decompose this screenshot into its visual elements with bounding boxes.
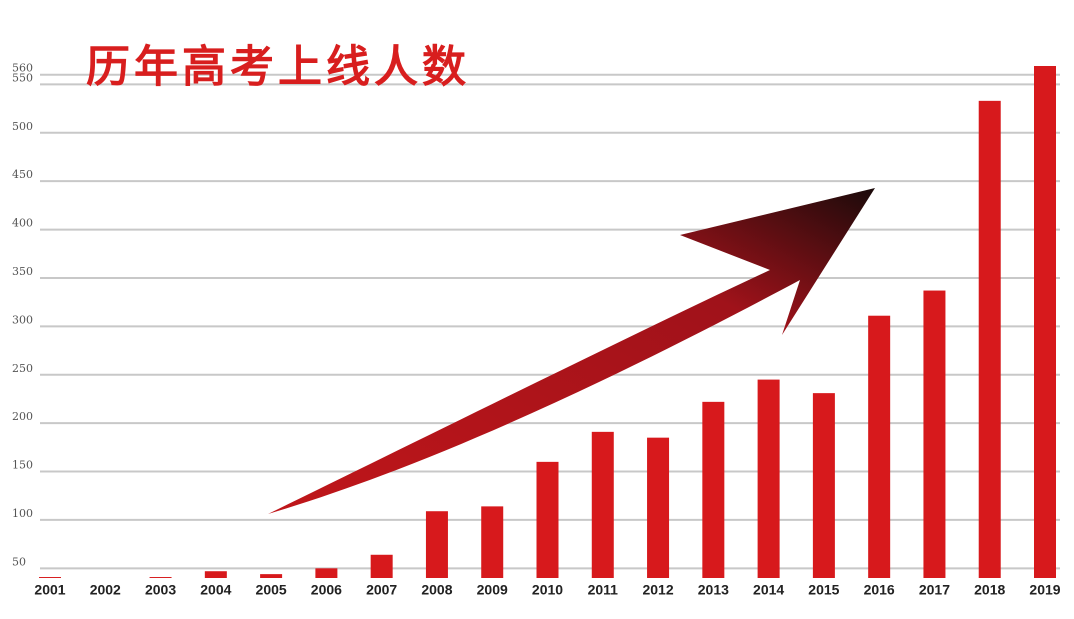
- y-tick-label: 250: [12, 362, 33, 375]
- bar: [370, 554, 393, 578]
- x-tick-label: 2008: [421, 582, 452, 598]
- x-tick-label: 2003: [145, 582, 176, 598]
- bar: [481, 506, 504, 578]
- bar: [149, 577, 172, 578]
- x-tick-label: 2014: [753, 582, 784, 598]
- bar: [425, 511, 448, 578]
- x-tick-label: 2009: [477, 582, 508, 598]
- x-tick-label: 2013: [698, 582, 729, 598]
- chart-title: 历年高考上线人数: [86, 42, 470, 93]
- y-tick-label: 100: [12, 507, 33, 520]
- y-tick-label: 200: [12, 410, 33, 423]
- x-tick-label: 2005: [256, 582, 287, 598]
- y-tick-label: 300: [12, 313, 33, 326]
- x-tick-label: 2016: [864, 582, 895, 598]
- bar: [260, 574, 283, 578]
- x-tick-label: 2004: [200, 582, 231, 598]
- x-tick-label: 2018: [974, 582, 1005, 598]
- y-tick-label: 550: [12, 71, 33, 84]
- bar: [978, 100, 1001, 578]
- bar: [536, 461, 559, 578]
- y-tick-label: 500: [12, 120, 33, 133]
- x-tick-label: 2006: [311, 582, 342, 598]
- y-tick-label: 50: [12, 555, 26, 568]
- y-tick-label: 400: [12, 217, 33, 230]
- bar: [39, 577, 61, 578]
- y-tick-label: 150: [12, 459, 33, 472]
- x-tick-label: 2017: [919, 582, 950, 598]
- bar: [591, 431, 614, 578]
- y-tick-label: 350: [12, 265, 33, 278]
- x-tick-label: 2010: [532, 582, 563, 598]
- bar: [315, 568, 338, 578]
- bar: [204, 571, 227, 578]
- bar: [647, 437, 670, 578]
- x-tick-label: 2001: [34, 582, 65, 598]
- bar: [923, 290, 946, 578]
- bar: [1034, 66, 1056, 578]
- x-tick-label: 2002: [90, 582, 121, 598]
- x-tick-label: 2019: [1029, 582, 1060, 598]
- x-tick-label: 2007: [366, 582, 397, 598]
- x-tick-label: 2012: [642, 582, 673, 598]
- y-tick-label: 450: [12, 168, 33, 181]
- bar: [757, 379, 780, 578]
- bar: [702, 401, 725, 578]
- x-tick-label: 2011: [588, 582, 619, 598]
- x-tick-label: 2015: [808, 582, 839, 598]
- bar: [812, 393, 835, 578]
- trend-arrow: [268, 188, 875, 514]
- y-tick-label: 560: [12, 62, 33, 75]
- bar: [868, 315, 891, 578]
